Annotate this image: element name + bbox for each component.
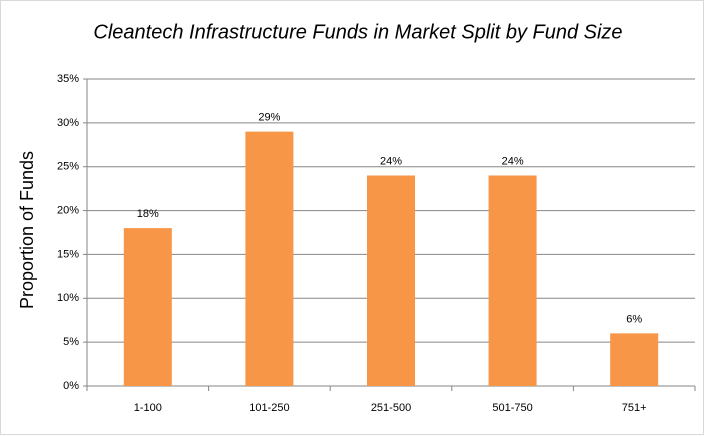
bar [367,175,415,386]
bar [610,333,659,386]
y-tick-label: 35% [57,73,79,85]
x-tick-label: 1-100 [134,402,162,414]
y-tick-label: 5% [63,336,79,348]
value-label: 29% [258,112,280,124]
bar [245,131,294,386]
x-tick-label: 501-750 [492,402,532,414]
value-label: 24% [502,155,524,167]
y-tick-label: 0% [63,380,79,392]
value-label: 18% [137,208,159,220]
bar [488,175,537,386]
x-tick-label: 751+ [622,402,647,414]
value-label: 24% [380,155,402,167]
x-tick-label: 101-250 [249,402,289,414]
x-tick-label: 251-500 [371,402,411,414]
y-tick-label: 15% [57,248,79,260]
y-axis-label: Proportion of Funds [17,151,37,309]
y-tick-label: 25% [57,161,79,173]
y-tick-label: 30% [57,117,79,129]
value-label: 6% [626,313,642,325]
chart-title: Cleantech Infrastructure Funds in Market… [93,21,622,43]
y-tick-label: 10% [57,292,79,304]
bar [123,228,172,386]
y-tick-label: 20% [57,204,79,216]
